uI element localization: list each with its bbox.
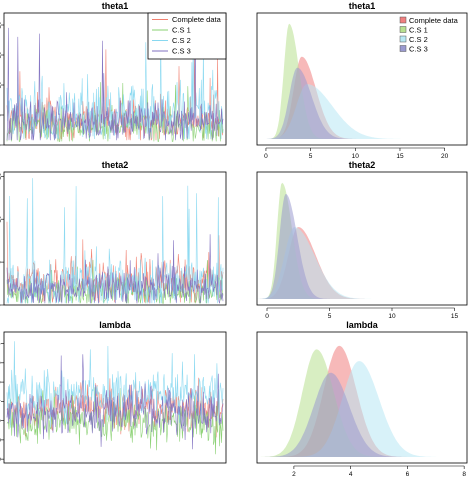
legend-label: C.S 2	[172, 36, 191, 45]
legend: Complete data C.S 1C.S 2 C.S 3	[147, 12, 227, 60]
panel-frame	[256, 12, 468, 146]
y-tick-label: 20	[0, 21, 3, 29]
trace-line	[6, 178, 224, 304]
trace-line	[6, 24, 224, 141]
density-area	[257, 67, 467, 139]
panel-frame	[256, 331, 468, 464]
x-tick-label: 2	[292, 471, 296, 478]
plot-area	[6, 341, 224, 455]
plot-area	[6, 24, 224, 142]
panel-title: theta2	[349, 160, 376, 170]
x-tick-label: 8	[462, 471, 466, 478]
y-tick-label: 15	[0, 172, 3, 180]
panel-frame	[3, 171, 227, 306]
x-tick-label: 4	[349, 471, 353, 478]
y-tick-label: 4	[0, 399, 3, 403]
density-area	[257, 361, 467, 457]
legend-swatch	[399, 26, 407, 33]
density-area	[257, 227, 467, 299]
y-tick-label: 6	[0, 361, 3, 365]
y-tick-label: 10	[0, 215, 3, 223]
y-tick-label: 5	[0, 113, 3, 117]
panel-6: lambda 2 4 6 8	[256, 320, 468, 478]
panel-title: theta1	[102, 1, 129, 11]
x-tick-label: 15	[396, 153, 404, 160]
x-tick-label: 10	[388, 313, 396, 320]
panel-1: theta1 0 5 10 15 20 Complete data C.S 1C.S 2 C.S…	[0, 1, 227, 147]
plot-area	[257, 345, 467, 457]
panel-frame	[256, 171, 468, 306]
legend-label: C.S 2	[409, 35, 428, 44]
panel-frame	[3, 12, 227, 146]
trace-line	[6, 354, 224, 450]
panel-5: lambda 1 2 3 4 5 6 7	[0, 320, 227, 464]
panel-title: theta1	[349, 1, 376, 11]
y-tick-label: 5	[0, 260, 3, 264]
panel-title: theta2	[102, 160, 129, 170]
y-tick-label: 0	[0, 143, 3, 147]
legend-label: Complete data	[409, 16, 459, 25]
legend-label: C.S 3	[172, 47, 191, 56]
x-tick-label: 6	[406, 471, 410, 478]
y-tick-label: 7	[0, 341, 3, 345]
plot-area	[6, 178, 224, 304]
y-tick-label: 15	[0, 51, 3, 59]
legend-swatch	[399, 45, 407, 52]
y-tick-label: 5	[0, 380, 3, 384]
density-area	[257, 194, 467, 299]
x-tick-label: 5	[328, 313, 332, 320]
panel-4: theta2 0 5 10 15	[256, 160, 468, 320]
panel-3: theta2 0 5 10 15	[0, 160, 227, 307]
x-tick-label: 5	[309, 153, 313, 160]
plot-area	[257, 182, 467, 299]
panel-title: lambda	[346, 320, 379, 330]
legend-label: Complete data	[172, 15, 222, 24]
legend-label: C.S 1	[172, 26, 191, 35]
legend-swatch	[399, 16, 407, 24]
y-tick-label: 10	[0, 81, 3, 89]
x-tick-label: 0	[265, 313, 269, 320]
x-tick-label: 0	[264, 153, 268, 160]
panel-title: lambda	[99, 320, 132, 330]
y-tick-label: 1	[0, 457, 3, 461]
x-tick-label: 10	[352, 153, 360, 160]
y-tick-label: 3	[0, 418, 3, 422]
legend-swatch	[399, 35, 407, 43]
plot-area	[257, 23, 467, 140]
legend-label: C.S 1	[409, 26, 428, 35]
x-tick-label: 20	[441, 153, 449, 160]
y-tick-label: 0	[0, 303, 3, 307]
trace-line	[6, 234, 224, 304]
density-area	[257, 372, 467, 457]
legend-label: C.S 3	[409, 45, 428, 54]
y-tick-label: 2	[0, 438, 3, 442]
x-tick-label: 15	[451, 313, 459, 320]
panel-frame	[3, 331, 227, 464]
